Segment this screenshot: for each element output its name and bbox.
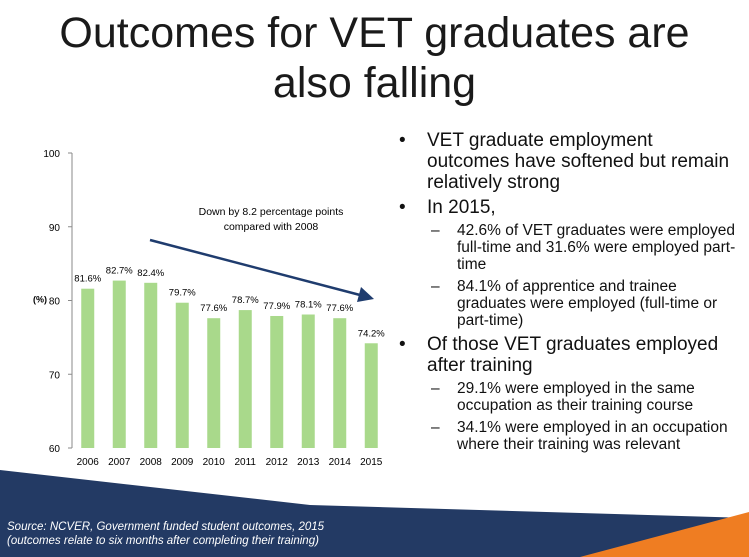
- bar-2010: [207, 318, 221, 448]
- slide-title-line-1: Outcomes for VET graduates are: [59, 9, 690, 57]
- y-tick-label: 90: [49, 223, 61, 234]
- data-label-2012: 77.9%: [263, 301, 290, 312]
- x-tick-label-2010: 2010: [203, 457, 226, 468]
- employment-bar-chart: 60 70 80 90 100 (%) 81.6% 2006 82.7% 2007 82.4% 200…: [33, 149, 385, 468]
- sub-bullet-text: 29.1% were employed in the same occupati…: [457, 380, 695, 414]
- bullet-text: In 2015,: [427, 197, 496, 218]
- sub-bullet-item: – 29.1% were employed in the same occupa…: [395, 380, 740, 414]
- bullet-item: • VET graduate employment outcomes have …: [395, 130, 740, 193]
- sub-bullet-marker: –: [431, 278, 440, 295]
- sub-bullet-text: 84.1% of apprentice and trainee graduate…: [457, 278, 718, 329]
- slide-title-line-2: also falling: [272, 59, 477, 107]
- footer-orange-accent: [580, 512, 749, 557]
- bullet-item: • Of those VET graduates employed after …: [395, 334, 740, 376]
- x-tick-label-2014: 2014: [329, 457, 352, 468]
- source-line-2: (outcomes relate to six months after com…: [7, 535, 319, 547]
- bar-2008: [144, 282, 158, 448]
- bar-2014: [333, 318, 347, 448]
- trend-arrow-line: [149, 238, 361, 297]
- sub-bullet-item: – 42.6% of VET graduates were employed f…: [395, 222, 740, 273]
- source-line-1: Source: NCVER, Government funded student…: [7, 521, 325, 533]
- x-tick-label-2008: 2008: [140, 457, 163, 468]
- sub-bullet-marker: –: [431, 380, 440, 397]
- data-label-2009: 79.7%: [169, 288, 196, 299]
- x-tick-label-2015: 2015: [360, 457, 383, 468]
- bullet-list: • VET graduate employment outcomes have …: [395, 130, 740, 458]
- y-tick-label: 80: [49, 297, 61, 308]
- bar-2007: [112, 280, 126, 448]
- data-label-2006: 81.6%: [74, 274, 101, 285]
- bullet-marker: •: [399, 334, 406, 355]
- x-tick-label-2013: 2013: [297, 457, 320, 468]
- x-tick-label-2011: 2011: [234, 457, 256, 468]
- annotation-line-1: Down by 8.2 percentage points: [199, 206, 344, 218]
- bar-2006: [81, 288, 95, 448]
- sub-bullet-text: 42.6% of VET graduates were employed ful…: [457, 222, 736, 273]
- sub-bullet-marker: –: [431, 222, 440, 239]
- slide-title: Outcomes for VET graduates are also fall…: [40, 8, 709, 108]
- data-label-2010: 77.6%: [200, 303, 227, 314]
- y-tick-label: 100: [43, 149, 60, 160]
- x-tick-label-2009: 2009: [171, 457, 194, 468]
- x-tick-label-2007: 2007: [108, 457, 131, 468]
- bar-2015: [364, 343, 378, 448]
- sub-bullet-item: – 84.1% of apprentice and trainee gradua…: [395, 278, 740, 329]
- data-label-2014: 77.6%: [326, 303, 353, 314]
- data-label-2008: 82.4%: [137, 268, 164, 279]
- sub-bullet-marker: –: [431, 419, 440, 436]
- footer-band: [0, 470, 749, 557]
- bar-2011: [238, 310, 252, 448]
- footer-navy-shape: [0, 470, 749, 557]
- data-label-2015: 74.2%: [358, 328, 385, 339]
- bar-2012: [270, 315, 284, 448]
- source-note: Source: NCVER, Government funded student…: [7, 520, 324, 548]
- annotation-line-2: compared with 2008: [224, 221, 319, 233]
- y-axis-title: (%): [33, 295, 47, 305]
- x-tick-label-2012: 2012: [266, 457, 289, 468]
- bullet-marker: •: [399, 197, 406, 218]
- data-label-2011: 78.7%: [232, 295, 259, 306]
- y-tick-label: 70: [49, 370, 61, 381]
- bullet-item: • In 2015,: [395, 197, 740, 218]
- bullet-text: VET graduate employment outcomes have so…: [427, 130, 730, 193]
- chart-plot-area: 60 70 80 90 100 (%) 81.6% 2006 82.7% 2007 82.4% 200…: [33, 149, 385, 468]
- y-tick-label: 60: [49, 444, 61, 455]
- data-label-2007: 82.7%: [106, 266, 133, 277]
- sub-bullet-item: – 34.1% were employed in an occupation w…: [395, 419, 740, 453]
- sub-bullet-text: 34.1% were employed in an occupation whe…: [457, 419, 728, 453]
- bullet-marker: •: [399, 130, 406, 151]
- bar-2013: [301, 314, 315, 448]
- x-tick-label-2006: 2006: [77, 457, 100, 468]
- trend-arrow-head: [357, 287, 374, 302]
- data-label-2013: 78.1%: [295, 300, 322, 311]
- bullet-text: Of those VET graduates employed after tr…: [427, 334, 719, 376]
- bar-2009: [175, 302, 189, 448]
